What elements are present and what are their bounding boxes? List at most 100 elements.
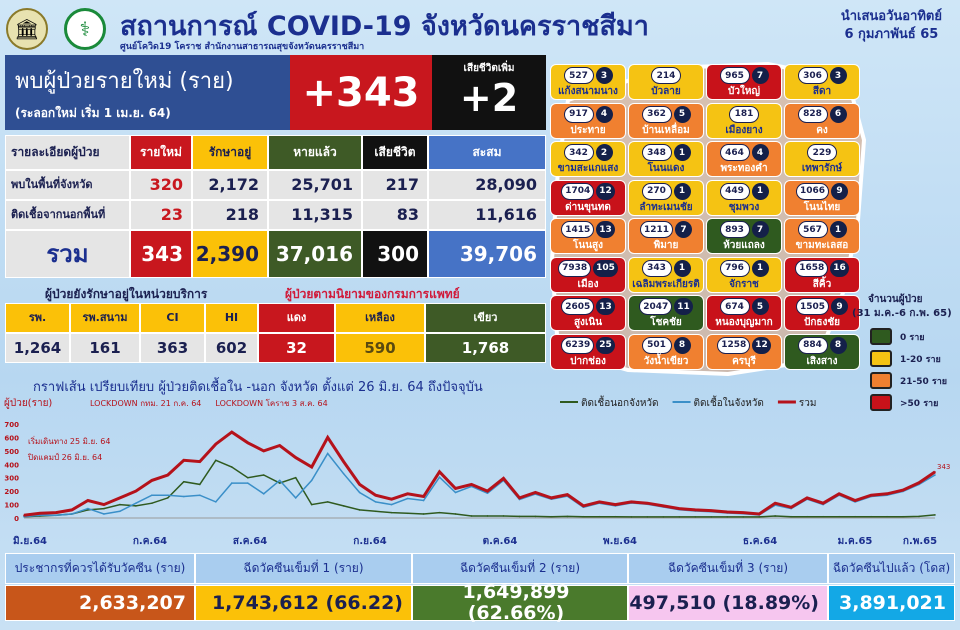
- data-point: [167, 497, 169, 499]
- district-area: 917 4 ประทาย: [550, 102, 626, 139]
- district-total-badge: 270: [641, 182, 672, 200]
- total-label: รวม: [5, 230, 130, 278]
- vaccine-value-2: 1,649,899 (62.66%): [412, 582, 628, 623]
- district-name: วังน้ำเขียว: [643, 355, 689, 367]
- data-point: [39, 512, 41, 515]
- data-point: [358, 491, 361, 494]
- district-badges: 464 4: [719, 143, 769, 162]
- data-point: [534, 515, 537, 518]
- data-point: [566, 493, 569, 496]
- district-name: โนนไทย: [803, 201, 841, 213]
- district-area: 527 3 แก้งสนามนาง: [550, 64, 626, 100]
- total-cell: 300: [362, 230, 428, 278]
- district-badges: 1415 13: [561, 220, 615, 239]
- data-point: [790, 515, 792, 518]
- district-badges: 674 5: [719, 297, 769, 316]
- district-total-badge: 464: [719, 144, 750, 161]
- district-new-badge: 13: [596, 298, 615, 315]
- data-label: 343: [937, 463, 950, 471]
- service-value-2: 363: [140, 333, 205, 363]
- district-name: ห้วยแถลง: [723, 240, 765, 251]
- data-point: [326, 452, 329, 455]
- district-new-badge: 1: [751, 259, 769, 277]
- district-name: ปักธงชัย: [803, 317, 841, 328]
- legend-label: 1-20 ราย: [900, 354, 941, 365]
- legend-period: (31 ม.ค.-6 ก.พ. 65): [852, 308, 952, 319]
- data-point: [246, 442, 249, 444]
- data-point: [838, 515, 840, 518]
- data-point: [342, 472, 345, 475]
- y-tick-label: 600: [4, 434, 19, 442]
- service-value-1: 161: [70, 333, 140, 363]
- data-point: [694, 509, 697, 511]
- data-point: [342, 505, 345, 507]
- data-point: [934, 474, 936, 476]
- district-total-badge: 1415: [561, 221, 595, 238]
- district-name: ขามทะเลสอ: [795, 240, 849, 251]
- data-point: [630, 501, 633, 503]
- district-name: โชคชัย: [650, 317, 682, 328]
- district-area: 6239 25 ปากช่อง: [550, 333, 626, 370]
- data-point: [678, 507, 681, 510]
- new-cases-label-box: พบผู้ป่วยรายใหม่ (ราย) (ระลอกใหม่ เริ่ม …: [5, 55, 290, 130]
- district-new-badge: 9: [831, 182, 849, 200]
- district-total-badge: 567: [797, 221, 828, 238]
- district-new-badge: 8: [673, 336, 691, 354]
- data-point: [758, 516, 760, 518]
- detail-cell: 23: [130, 200, 192, 230]
- district-area: 884 8 เสิงสาง: [784, 333, 860, 370]
- data-point: [390, 503, 393, 506]
- data-point: [294, 476, 297, 479]
- data-point: [230, 482, 233, 484]
- district-badges: 567 1: [797, 220, 847, 239]
- district-new-badge: 1: [673, 259, 691, 277]
- data-point: [103, 513, 105, 515]
- data-point: [294, 456, 297, 459]
- district-badges: 343 1: [641, 259, 691, 278]
- data-point: [502, 515, 505, 517]
- district-area: 214 บัวลาย: [628, 64, 704, 100]
- district-area: 270 1 ลำทะเมนชัย: [628, 179, 704, 216]
- district-badges: 270 1: [641, 182, 691, 201]
- service-header-3: HI: [205, 303, 258, 333]
- x-month-label: ม.ค.65: [838, 536, 873, 547]
- data-point: [342, 460, 345, 463]
- data-point: [278, 444, 281, 447]
- district-total-badge: 501: [641, 336, 672, 354]
- district-new-badge: 1: [829, 221, 847, 238]
- district-badges: 917 4: [563, 105, 613, 124]
- detail-cell: 320: [130, 170, 192, 200]
- district-new-badge: 3: [595, 67, 613, 84]
- data-point: [694, 516, 697, 518]
- data-point: [806, 515, 808, 518]
- series-line-0: [23, 459, 936, 518]
- x-month-label: พ.ย.64: [603, 536, 637, 547]
- district-area: 893 7 ห้วยแถลง: [706, 218, 782, 254]
- x-month-label: ก.พ.65: [903, 536, 937, 547]
- moph-logo: ⚕: [64, 8, 106, 50]
- district-area: 449 1 ชุมพวง: [706, 179, 782, 216]
- data-point: [790, 506, 792, 509]
- district-total-badge: 828: [797, 105, 828, 123]
- data-point: [710, 516, 713, 518]
- data-point: [422, 499, 425, 502]
- district-name: เมืองยาง: [725, 124, 763, 136]
- data-point: [374, 510, 377, 513]
- district-badges: 2605 13: [561, 297, 615, 316]
- header-5: สะสม: [428, 135, 546, 170]
- district-area: 1505 9 ปักธงชัย: [784, 295, 860, 331]
- x-month-label: ต.ค.64: [483, 536, 518, 547]
- district-total-badge: 449: [719, 182, 750, 200]
- vaccine-header-2: ฉีดวัคซีนเข็มที่ 2 (ราย): [412, 553, 628, 584]
- legend-label: ติดเชื้อในจังหวัด: [694, 395, 764, 409]
- district-name: เมือง: [577, 278, 599, 290]
- new-cases-value: +343: [290, 55, 432, 130]
- data-point: [55, 511, 57, 514]
- legend-label: 0 ราย: [900, 332, 925, 343]
- district-name: บัวใหญ่: [728, 86, 760, 97]
- service-value-4: 32: [258, 333, 335, 363]
- data-point: [870, 515, 872, 518]
- data-point: [678, 516, 681, 518]
- district-total-badge: 1505: [795, 298, 830, 315]
- data-point: [726, 511, 729, 513]
